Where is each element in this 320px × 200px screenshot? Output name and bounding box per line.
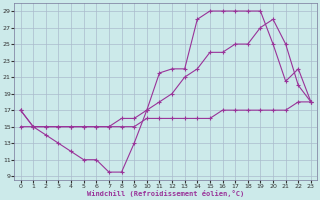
X-axis label: Windchill (Refroidissement éolien,°C): Windchill (Refroidissement éolien,°C)	[87, 190, 244, 197]
